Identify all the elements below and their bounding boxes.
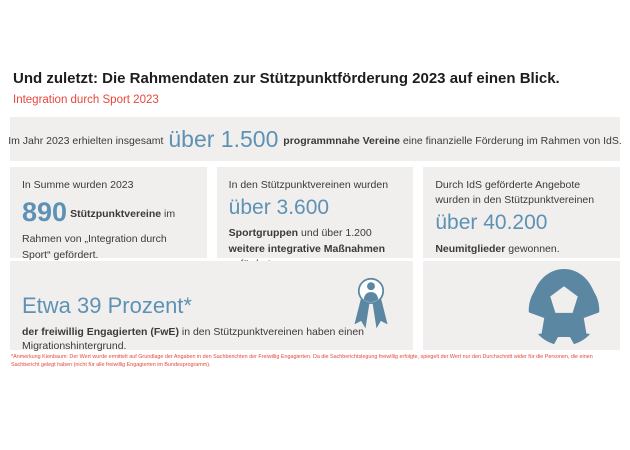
card-bold-text: Stützpunktvereine — [70, 208, 162, 221]
banner-text-after: eine finanzielle Förderung im Rahmen von… — [400, 134, 622, 147]
banner-text: Im Jahr 2023 erhielten insgesamt über 1.… — [8, 126, 622, 153]
banner-text-before: Im Jahr 2023 erhielten insgesamt — [8, 134, 167, 147]
card-highlight-number: Etwa 39 Prozent* — [22, 293, 192, 318]
card-intro: In Summe wurden 2023 — [22, 179, 134, 191]
summary-banner: Im Jahr 2023 erhielten insgesamt über 1.… — [8, 117, 622, 161]
card-soccer — [423, 261, 620, 350]
card-highlight-number: über 3.600 — [228, 196, 330, 220]
banner-text-bold: programmnahe Vereine — [280, 134, 400, 147]
footnote: *Anmerkung Kienbaum: Der Wert wurde ermi… — [11, 354, 593, 369]
card-rest-text: in den Stützpunktvereinen haben einen Mi… — [22, 325, 364, 353]
card-body: Neumitglieder gewonnen. — [435, 242, 608, 257]
banner-highlight-number: über 1.500 — [168, 125, 279, 152]
card-sportgruppen: In den Stützpunktvereinen wurden über 3.… — [216, 167, 414, 270]
stats-row: In Summe wurden 2023 890 Stützpunktverein… — [10, 167, 621, 270]
card-neumitglieder: Durch IdS geförderte Angebote wurden in … — [423, 167, 621, 258]
card-engagierte: Etwa 39 Prozent* der freiwillig Engagier… — [10, 261, 413, 352]
page-title: Und zuletzt: Die Rahmendaten zur Stützpu… — [13, 70, 560, 87]
card-highlight-number: 890 — [22, 197, 68, 228]
card-rest-text: im Rahmen von „Integration durch Sport“ … — [22, 208, 176, 261]
page-subtitle: Integration durch Sport 2023 — [13, 94, 159, 106]
volunteer-badge-icon — [354, 277, 388, 329]
card-mid-text: und über 1.200 — [298, 227, 372, 240]
card-stuetzpunktvereine: In Summe wurden 2023 890 Stützpunktverein… — [10, 167, 207, 261]
card-intro: Durch IdS geförderte Angebote wurden in … — [435, 179, 595, 207]
card-body: 890 Stützpunktvereine im Rahmen von „Inte… — [22, 193, 195, 263]
card-bold-text: Neumitglieder — [435, 242, 506, 255]
card-highlight-number: über 40.200 — [435, 211, 548, 235]
card-bold-text-2: weitere integrative Maßnahmen — [228, 242, 386, 255]
card-bold-text: Sportgruppen — [228, 227, 299, 240]
soccer-ball-icon — [521, 269, 607, 349]
card-bold-text: der freiwillig Engagierten (FwE) — [22, 325, 179, 338]
bottom-row: Etwa 39 Prozent* der freiwillig Engagier… — [10, 261, 620, 352]
card-intro: In den Stützpunktvereinen wurden — [228, 179, 389, 191]
card-body: der freiwillig Engagierten (FwE) in den … — [22, 325, 372, 354]
card-rest-text: gewonnen. — [505, 242, 560, 255]
